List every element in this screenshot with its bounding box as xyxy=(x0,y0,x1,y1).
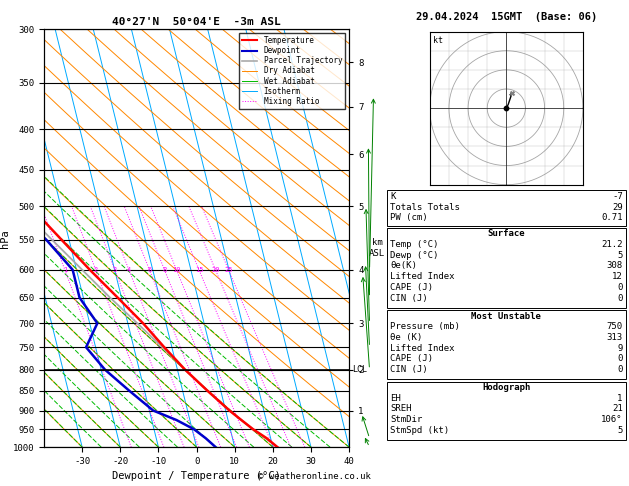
Text: 0: 0 xyxy=(617,354,623,364)
Text: 21: 21 xyxy=(612,404,623,414)
Text: 21.2: 21.2 xyxy=(601,240,623,249)
Text: CIN (J): CIN (J) xyxy=(390,365,428,374)
Text: 0: 0 xyxy=(617,365,623,374)
Legend: Temperature, Dewpoint, Parcel Trajectory, Dry Adiabat, Wet Adiabat, Isotherm, Mi: Temperature, Dewpoint, Parcel Trajectory… xyxy=(239,33,345,109)
Text: 12: 12 xyxy=(612,272,623,281)
Text: StmSpd (kt): StmSpd (kt) xyxy=(390,426,449,435)
Text: Dewp (°C): Dewp (°C) xyxy=(390,251,438,260)
Text: LCL: LCL xyxy=(352,365,367,374)
Text: 2: 2 xyxy=(94,267,98,273)
Text: CAPE (J): CAPE (J) xyxy=(390,283,433,292)
Text: 5: 5 xyxy=(617,251,623,260)
Text: EH: EH xyxy=(390,394,401,403)
Text: 0: 0 xyxy=(617,294,623,303)
Text: θe (K): θe (K) xyxy=(390,333,422,342)
Y-axis label: hPa: hPa xyxy=(0,229,10,247)
Text: θe(K): θe(K) xyxy=(390,261,417,271)
Text: 308: 308 xyxy=(606,261,623,271)
Text: 106°: 106° xyxy=(601,415,623,424)
Text: CIN (J): CIN (J) xyxy=(390,294,428,303)
Text: Lifted Index: Lifted Index xyxy=(390,344,455,353)
Text: Temp (°C): Temp (°C) xyxy=(390,240,438,249)
Text: 29.04.2024  15GMT  (Base: 06): 29.04.2024 15GMT (Base: 06) xyxy=(416,12,597,22)
Text: 25: 25 xyxy=(225,267,233,273)
Text: 15: 15 xyxy=(195,267,203,273)
Text: CAPE (J): CAPE (J) xyxy=(390,354,433,364)
Text: Surface: Surface xyxy=(487,229,525,239)
Point xyxy=(507,89,517,97)
Text: Hodograph: Hodograph xyxy=(482,383,530,392)
Text: 29: 29 xyxy=(612,203,623,212)
Text: 4: 4 xyxy=(126,267,131,273)
Text: 5: 5 xyxy=(617,426,623,435)
Title: 40°27'N  50°04'E  -3m ASL: 40°27'N 50°04'E -3m ASL xyxy=(112,17,281,27)
Text: 8: 8 xyxy=(162,267,167,273)
Text: 0.71: 0.71 xyxy=(601,213,623,223)
Text: 1: 1 xyxy=(63,267,67,273)
Text: Most Unstable: Most Unstable xyxy=(471,312,542,321)
X-axis label: Dewpoint / Temperature (°C): Dewpoint / Temperature (°C) xyxy=(112,471,281,482)
Text: 1: 1 xyxy=(617,394,623,403)
Text: StmDir: StmDir xyxy=(390,415,422,424)
Text: 313: 313 xyxy=(606,333,623,342)
Text: 6: 6 xyxy=(147,267,152,273)
Text: 20: 20 xyxy=(211,267,220,273)
Text: kt: kt xyxy=(433,36,443,45)
Text: 10: 10 xyxy=(172,267,181,273)
Text: © weatheronline.co.uk: © weatheronline.co.uk xyxy=(258,472,371,481)
Text: 9: 9 xyxy=(617,344,623,353)
Text: Totals Totals: Totals Totals xyxy=(390,203,460,212)
Text: 750: 750 xyxy=(606,322,623,331)
Text: PW (cm): PW (cm) xyxy=(390,213,428,223)
Text: Pressure (mb): Pressure (mb) xyxy=(390,322,460,331)
Text: SREH: SREH xyxy=(390,404,411,414)
Text: K: K xyxy=(390,192,396,201)
Point xyxy=(501,104,511,112)
Text: 3: 3 xyxy=(113,267,117,273)
Text: 0: 0 xyxy=(617,283,623,292)
Y-axis label: km
ASL: km ASL xyxy=(369,238,386,258)
Text: Lifted Index: Lifted Index xyxy=(390,272,455,281)
Text: -7: -7 xyxy=(612,192,623,201)
